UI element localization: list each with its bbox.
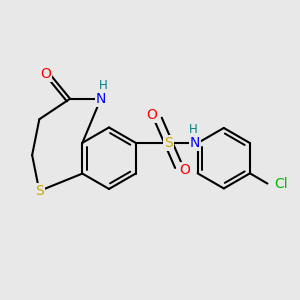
Text: H: H [98, 79, 107, 92]
Text: N: N [96, 92, 106, 106]
Text: S: S [164, 136, 173, 150]
Text: Cl: Cl [274, 177, 287, 190]
Text: O: O [147, 108, 158, 122]
Text: O: O [40, 67, 51, 81]
Text: H: H [189, 123, 197, 136]
Text: S: S [35, 184, 44, 198]
Text: N: N [190, 136, 200, 150]
Text: O: O [179, 164, 190, 178]
